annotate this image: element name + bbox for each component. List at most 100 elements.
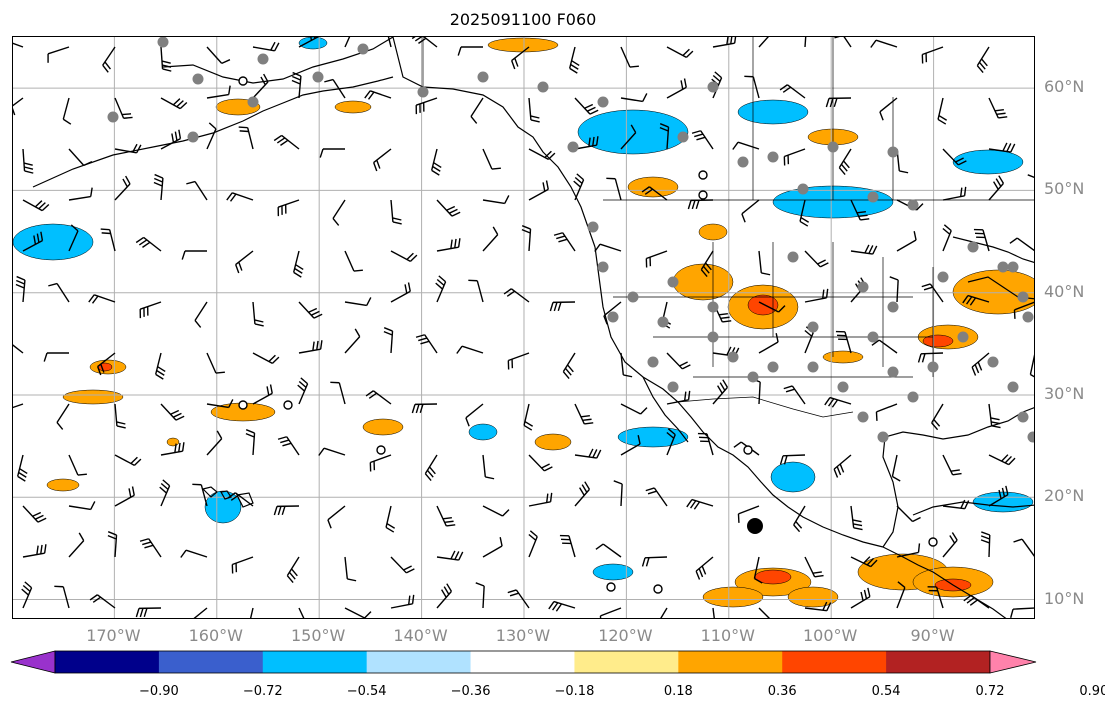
field-contour-37 bbox=[46, 478, 80, 492]
wind-barb-27 bbox=[206, 85, 231, 99]
wind-barb-259 bbox=[298, 607, 305, 618]
station-dot-3 bbox=[357, 43, 369, 55]
wind-barb-29 bbox=[291, 71, 302, 99]
wind-barb-90 bbox=[988, 175, 1005, 201]
wind-barb-59 bbox=[620, 124, 637, 150]
station-dot-53 bbox=[647, 356, 659, 368]
station-dot-19 bbox=[867, 191, 879, 203]
wind-barb-275 bbox=[1010, 607, 1034, 618]
station-dot-0 bbox=[157, 37, 169, 48]
wind-barb-100 bbox=[390, 250, 418, 262]
coastlines bbox=[32, 37, 1034, 618]
wind-barb-64 bbox=[838, 148, 852, 176]
wind-barb-246 bbox=[753, 556, 763, 584]
wind-barb-161 bbox=[13, 403, 24, 409]
wind-barb-67 bbox=[988, 142, 1016, 153]
station-dot-31 bbox=[887, 366, 899, 378]
wind-barb-244 bbox=[641, 556, 668, 567]
wind-barb-20 bbox=[921, 46, 944, 64]
wind-barb-209 bbox=[114, 486, 135, 507]
wind-barb-233 bbox=[139, 538, 162, 558]
wind-barb-144 bbox=[298, 340, 323, 354]
wind-barb-106 bbox=[645, 250, 668, 268]
wind-barb-176 bbox=[712, 379, 729, 405]
station-dot-5 bbox=[247, 96, 259, 108]
wind-barb-16 bbox=[758, 37, 769, 48]
station-dot-24 bbox=[627, 291, 639, 303]
lon-label-4: 130°W bbox=[495, 626, 551, 645]
wind-barb-37 bbox=[666, 78, 687, 99]
wind-barb-80 bbox=[528, 180, 549, 201]
wind-barb-192 bbox=[369, 454, 392, 472]
wind-barb-78 bbox=[436, 199, 461, 217]
station-dot-7 bbox=[187, 131, 199, 143]
wind-barb-91 bbox=[1027, 174, 1034, 178]
wind-barb-140 bbox=[97, 352, 116, 376]
colorbar-segment-0 bbox=[55, 651, 160, 673]
wind-barb-50 bbox=[206, 122, 217, 150]
wind-barb-36 bbox=[620, 93, 648, 103]
station-dot-17 bbox=[797, 183, 809, 195]
wind-barb-219 bbox=[574, 481, 591, 507]
station-dot-12 bbox=[567, 141, 579, 153]
station-dot-26 bbox=[707, 331, 719, 343]
station-circle-0 bbox=[238, 76, 248, 86]
wind-barb-212 bbox=[227, 492, 254, 507]
wind-barb-86 bbox=[799, 199, 810, 227]
wind-barb-207 bbox=[22, 505, 47, 523]
wind-barb-103 bbox=[521, 225, 532, 252]
wind-barb-270 bbox=[804, 601, 832, 612]
station-dot-25 bbox=[657, 316, 669, 328]
lon-label-8: 90°W bbox=[910, 626, 955, 645]
wind-barb-255 bbox=[89, 594, 116, 609]
station-dot-13 bbox=[677, 131, 689, 143]
wind-barb-55 bbox=[430, 148, 442, 176]
colorbar-tick-9: 0.90 bbox=[1079, 684, 1105, 699]
wind-barb-31 bbox=[364, 90, 392, 100]
colorbar-tick-7: 0.54 bbox=[871, 684, 901, 699]
wind-barb-147 bbox=[415, 334, 438, 354]
field-contour-14 bbox=[487, 37, 559, 53]
field-contour-34 bbox=[972, 491, 1034, 513]
wind-barb-11 bbox=[511, 46, 530, 70]
wind-barb-127 bbox=[549, 301, 576, 312]
wind-barb-269 bbox=[758, 607, 770, 618]
wind-barb-41 bbox=[825, 97, 852, 108]
wind-barb-248 bbox=[850, 556, 878, 568]
wind-barb-79 bbox=[482, 195, 510, 205]
station-dot-52 bbox=[727, 351, 739, 363]
station-dot-57 bbox=[1022, 311, 1034, 323]
lon-label-2: 150°W bbox=[290, 626, 346, 645]
wind-barb-48 bbox=[114, 143, 142, 154]
wind-barb-33 bbox=[470, 97, 484, 124]
wind-barb-39 bbox=[744, 75, 760, 99]
field-contour-5 bbox=[534, 433, 572, 451]
wind-barb-258 bbox=[249, 607, 254, 618]
lon-label-5: 120°W bbox=[598, 626, 653, 645]
wind-barb-261 bbox=[390, 594, 415, 609]
wind-barb-214 bbox=[327, 505, 346, 529]
wind-barb-119 bbox=[194, 301, 208, 328]
station-circle-1 bbox=[238, 400, 248, 410]
wind-barb-82 bbox=[606, 177, 622, 201]
wind-barb-273 bbox=[927, 586, 944, 609]
field-contour-35 bbox=[592, 563, 634, 581]
colorbar-segment-5 bbox=[574, 651, 679, 673]
wind-barb-199 bbox=[697, 432, 714, 456]
station-dot-44 bbox=[607, 311, 619, 323]
wind-barb-239 bbox=[436, 550, 464, 561]
wind-barb-102 bbox=[482, 226, 499, 252]
wind-barb-205 bbox=[988, 454, 1016, 466]
wind-barb-158 bbox=[917, 352, 944, 363]
wind-barb-215 bbox=[385, 505, 396, 533]
wind-barb-57 bbox=[528, 148, 556, 160]
station-dot-21 bbox=[907, 199, 919, 211]
map-panel[interactable] bbox=[12, 36, 1035, 619]
wind-barb-272 bbox=[896, 581, 906, 609]
wind-barb-185 bbox=[68, 454, 87, 476]
wind-barb-26 bbox=[160, 97, 188, 110]
colorbar-tick-8: 0.72 bbox=[975, 684, 1005, 699]
wind-barb-47 bbox=[68, 148, 93, 166]
wind-barb-182 bbox=[988, 403, 1001, 429]
station-dot-4 bbox=[192, 73, 204, 85]
